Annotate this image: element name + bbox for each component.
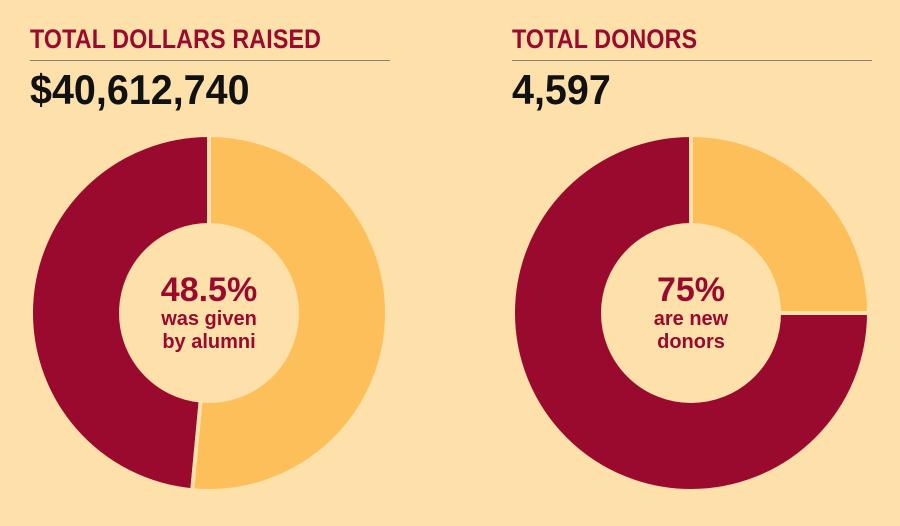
dollars-panel: TOTAL DOLLARS RAISED $40,612,740 48.5% w… [29,0,390,526]
donors-heading: TOTAL DONORS [512,24,698,54]
donut-slice-light [689,133,871,315]
donut-slice-dark [29,133,211,493]
donut-slice-dark [511,133,871,493]
dollars-divider [30,60,390,61]
dollars-heading: TOTAL DOLLARS RAISED [30,24,322,54]
donors-total: 4,597 [512,66,611,113]
donut-slice-light [190,133,389,493]
donors-donut-chart [511,133,871,493]
donors-divider [512,60,872,61]
dollars-donut-chart [29,133,389,493]
donors-panel: TOTAL DONORS 4,597 75% are new donors [511,0,872,526]
dollars-total: $40,612,740 [30,66,250,113]
